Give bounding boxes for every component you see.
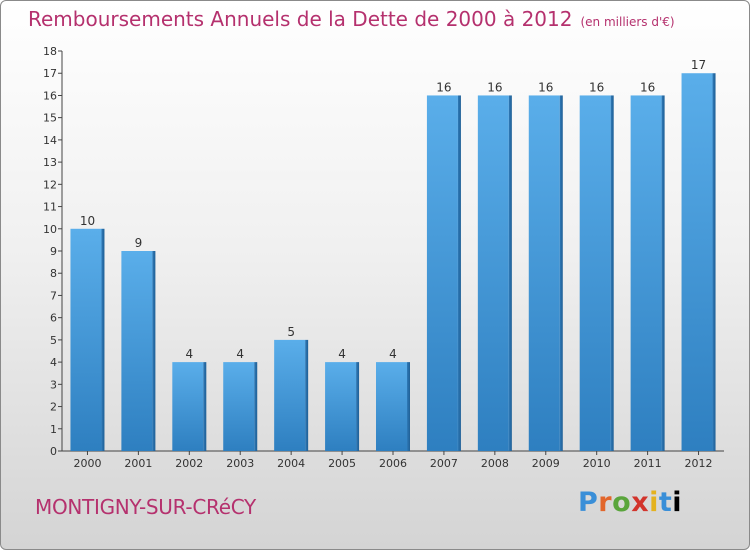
data-labels-group: 10 9 4 4 5 4 4 16 16 16 16 16 17 — [80, 58, 706, 361]
y-tick-label: 15 — [43, 112, 57, 125]
bar-2005 — [325, 362, 357, 451]
bar-shade-2003 — [254, 362, 258, 451]
bar-shade-2000 — [101, 228, 105, 451]
y-tick-label: 17 — [43, 67, 57, 80]
chart-subtitle: (en milliers d'€) — [580, 15, 675, 29]
x-tick-label-2007: 2007 — [430, 457, 458, 470]
data-label-2003: 4 — [236, 347, 244, 361]
y-tick-label: 14 — [43, 134, 57, 147]
y-tick-label: 16 — [43, 89, 57, 102]
proxiti-logo: Proxiti — [578, 487, 682, 518]
logo-letter: x — [631, 487, 650, 518]
logo-letter: P — [578, 487, 599, 518]
bar-shade-2004 — [305, 339, 309, 451]
bar-shade-2006 — [407, 362, 410, 451]
bar-2010 — [579, 95, 611, 451]
bars-group — [70, 73, 716, 451]
bar-2000 — [70, 228, 102, 451]
data-label-2010: 16 — [589, 80, 604, 94]
y-tick-label: 7 — [50, 289, 57, 302]
y-tick-label: 12 — [43, 178, 57, 191]
y-tick-label: 0 — [50, 445, 57, 458]
y-tick-label: 1 — [50, 423, 57, 436]
bar-shade-2008 — [508, 95, 512, 451]
bar-2012 — [681, 73, 713, 451]
x-tick-label-2003: 2003 — [226, 457, 254, 470]
commune-name: MONTIGNY-SUR-CRéCY — [35, 495, 256, 519]
logo-letter: i — [649, 487, 659, 518]
logo-letter: r — [598, 487, 613, 518]
y-tick-label: 13 — [43, 156, 57, 169]
x-tick-label-2001: 2001 — [124, 457, 152, 470]
y-tick-label: 4 — [50, 356, 57, 369]
bar-2002 — [172, 362, 204, 451]
x-tick-label-2011: 2011 — [634, 457, 662, 470]
chart-title-text: Remboursements Annuels de la Dette de 20… — [28, 7, 573, 31]
chart-title: Remboursements Annuels de la Dette de 20… — [28, 7, 675, 31]
y-tick-label: 8 — [50, 267, 57, 280]
bar-shade-2010 — [610, 95, 614, 451]
data-label-2004: 5 — [287, 325, 295, 339]
y-tick-label: 3 — [50, 378, 57, 391]
x-tick-label-2004: 2004 — [277, 457, 305, 470]
data-label-2000: 10 — [80, 214, 95, 228]
x-tick-label-2005: 2005 — [328, 457, 356, 470]
y-tick-label: 10 — [43, 223, 57, 236]
bar-shade-2002 — [203, 362, 207, 451]
bar-2011 — [630, 95, 662, 451]
y-tick-label: 11 — [43, 201, 57, 214]
data-label-2007: 16 — [436, 80, 451, 94]
bar-shade-2005 — [356, 362, 360, 451]
y-tick-label: 5 — [50, 334, 57, 347]
x-tick-label-2009: 2009 — [532, 457, 560, 470]
x-tick-label-2002: 2002 — [175, 457, 203, 470]
bar-2008 — [477, 95, 509, 451]
data-label-2008: 16 — [487, 80, 502, 94]
x-tick-label-2000: 2000 — [73, 457, 101, 470]
x-tick-label-2008: 2008 — [481, 457, 509, 470]
bar-2009 — [528, 95, 560, 451]
data-label-2005: 4 — [338, 347, 346, 361]
data-label-2012: 17 — [691, 58, 706, 72]
x-tick-label-2006: 2006 — [379, 457, 407, 470]
bar-2004 — [274, 339, 306, 451]
bar-shade-2007 — [457, 95, 461, 451]
bar-2001 — [121, 251, 153, 451]
data-label-2011: 16 — [640, 80, 655, 94]
y-tick-label: 9 — [50, 245, 57, 258]
data-label-2006: 4 — [389, 347, 397, 361]
data-label-2002: 4 — [185, 347, 193, 361]
bar-shade-2001 — [152, 251, 156, 451]
x-tick-label-2010: 2010 — [583, 457, 611, 470]
bar-2003 — [223, 362, 255, 451]
bar-shade-2012 — [712, 73, 716, 451]
x-tick-label-2012: 2012 — [685, 457, 713, 470]
logo-letter: t — [658, 487, 673, 518]
data-label-2009: 16 — [538, 80, 553, 94]
y-tick-label: 6 — [50, 312, 57, 325]
bar-shade-2009 — [559, 95, 563, 451]
y-tick-label: 2 — [50, 401, 57, 414]
logo-letter: o — [612, 487, 632, 518]
y-tick-label: 18 — [43, 45, 57, 58]
logo-letter: i — [672, 487, 683, 518]
bar-2006 — [376, 362, 407, 451]
data-label-2001: 9 — [135, 236, 143, 250]
bar-shade-2011 — [661, 95, 665, 451]
bar-2007 — [426, 95, 458, 451]
